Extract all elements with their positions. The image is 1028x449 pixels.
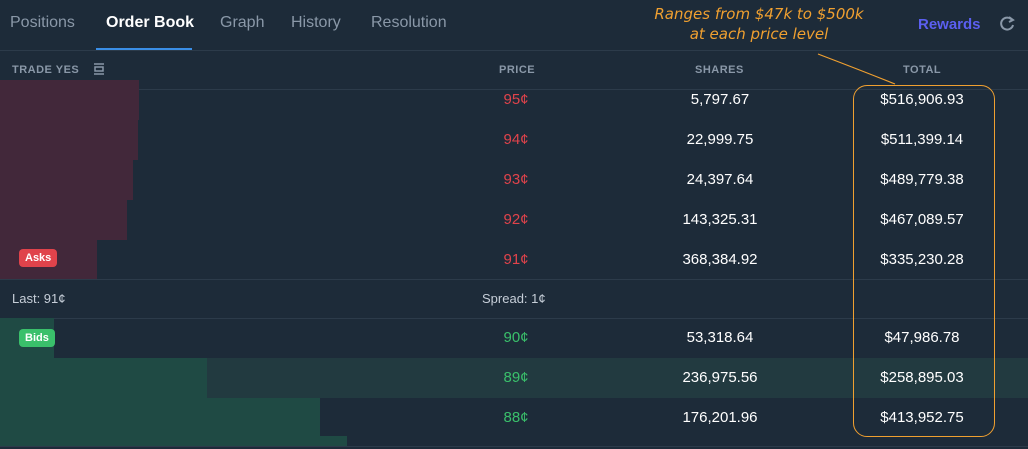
ask-shares: 24,397.64 [686, 171, 754, 188]
ask-price: 93¢ [503, 171, 529, 188]
bid-row[interactable]: 88¢ 176,201.96 $413,952.75 [0, 398, 1028, 446]
tab-resolution[interactable]: Resolution [371, 14, 447, 31]
ask-total: $516,906.93 [880, 91, 964, 108]
collapse-icon[interactable] [92, 62, 106, 76]
divider [0, 446, 1028, 447]
ask-shares: 368,384.92 [682, 251, 758, 268]
bid-row[interactable]: 90¢ 53,318.64 $47,986.78 [0, 318, 1028, 358]
tab-graph[interactable]: Graph [220, 14, 265, 31]
spread-row: Last: 91¢ Spread: 1¢ [0, 279, 1028, 319]
ask-shares: 5,797.67 [690, 91, 750, 108]
header-shares: SHARES [695, 64, 744, 76]
ask-total: $511,399.14 [880, 131, 964, 148]
depth-bar-next [0, 436, 347, 446]
total-highlight-box [853, 85, 995, 437]
active-tab-indicator [96, 48, 192, 50]
tab-bar: Positions Order Book Graph History Resol… [0, 0, 1028, 51]
depth-bar [0, 160, 133, 200]
tab-order-book[interactable]: Order Book [106, 14, 195, 31]
ask-row[interactable]: 93¢ 24,397.64 $489,779.38 [0, 160, 1028, 200]
depth-bar [0, 120, 138, 160]
depth-bar [0, 358, 207, 398]
ask-row[interactable]: 95¢ 5,797.67 $516,906.93 [0, 80, 1028, 120]
bid-shares: 53,318.64 [686, 329, 754, 346]
header-total: TOTAL [903, 64, 942, 76]
bid-total: $258,895.03 [880, 369, 964, 386]
bid-row[interactable]: 89¢ 236,975.56 $258,895.03 [0, 358, 1028, 398]
ask-price: 92¢ [503, 211, 529, 228]
ask-price: 95¢ [503, 91, 529, 108]
refresh-icon[interactable] [998, 15, 1016, 33]
bid-shares: 236,975.56 [682, 369, 758, 386]
ask-row[interactable]: 92¢ 143,325.31 $467,089.57 [0, 200, 1028, 240]
depth-bar [0, 80, 139, 120]
bid-total: $47,986.78 [884, 329, 960, 346]
header-trade-yes: TRADE YES [12, 64, 80, 76]
header-price: PRICE [499, 64, 536, 76]
bid-total: $413,952.75 [880, 409, 964, 426]
annotation-note: Ranges from $47k to $500k at each price … [624, 4, 894, 44]
ask-total: $467,089.57 [880, 211, 964, 228]
last-price: Last: 91¢ [12, 291, 66, 306]
orderbook-header: TRADE YES PRICE SHARES TOTAL [0, 51, 1028, 90]
annotation-arrow [817, 53, 896, 85]
bid-shares: 176,201.96 [682, 409, 758, 426]
bid-price: 90¢ [503, 329, 529, 346]
ask-row[interactable]: 94¢ 22,999.75 $511,399.14 [0, 120, 1028, 160]
rewards-link[interactable]: Rewards [918, 16, 981, 33]
asks-badge: Asks [19, 249, 58, 267]
ask-price: 94¢ [503, 131, 529, 148]
ask-price: 91¢ [503, 251, 529, 268]
bid-price: 89¢ [503, 369, 529, 386]
ask-shares: 143,325.31 [682, 211, 758, 228]
annotation-line-2: at each price level [689, 25, 829, 43]
tab-positions[interactable]: Positions [10, 14, 75, 31]
depth-bar [0, 398, 320, 438]
bid-price: 88¢ [503, 409, 529, 426]
spread-value: Spread: 1¢ [482, 291, 546, 306]
tab-history[interactable]: History [291, 14, 341, 31]
ask-total: $489,779.38 [880, 171, 964, 188]
ask-shares: 22,999.75 [686, 131, 754, 148]
depth-bar [0, 200, 127, 240]
ask-total: $335,230.28 [880, 251, 964, 268]
annotation-line-1: Ranges from $47k to $500k [654, 5, 864, 23]
bids-badge: Bids [19, 329, 55, 347]
